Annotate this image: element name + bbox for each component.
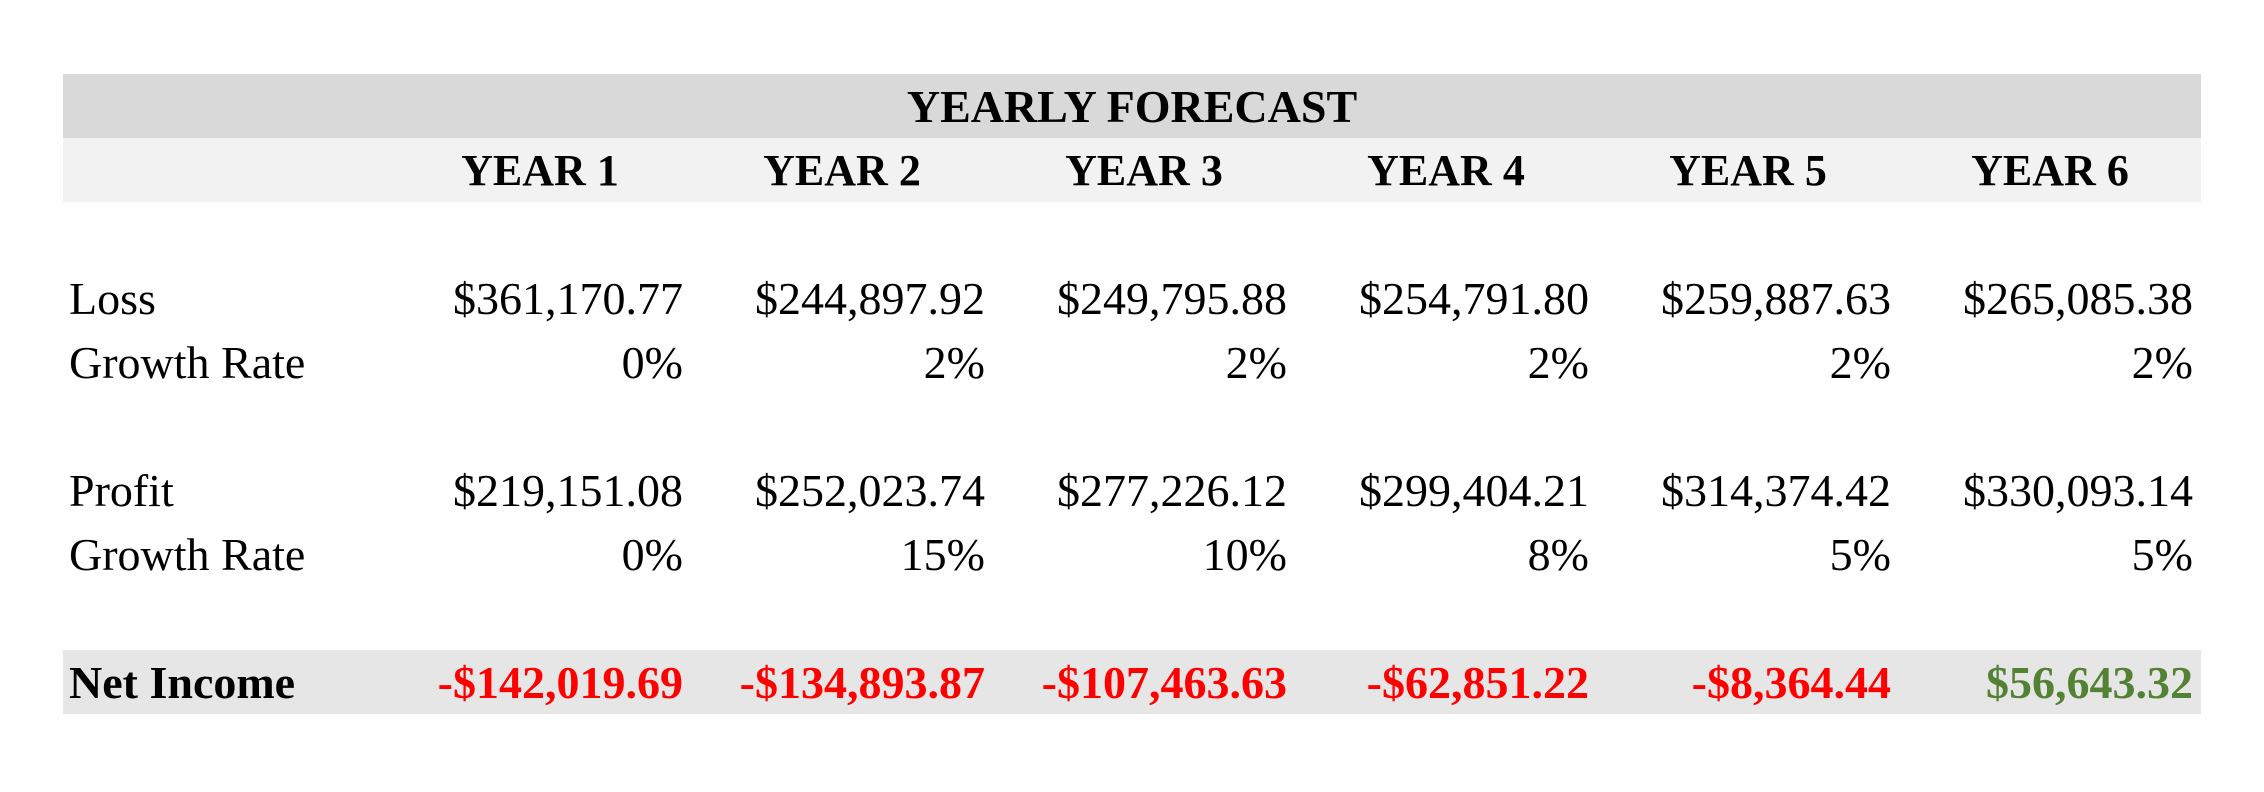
net-income-year-4: -$62,851.22 — [1366, 656, 1589, 708]
profit-year-2: $252,023.74 — [755, 464, 985, 516]
table-title: YEARLY FORECAST — [906, 80, 1358, 132]
loss-growth-year-3: 2% — [1225, 336, 1287, 388]
loss-growth-year-2: 2% — [923, 336, 985, 388]
loss-growth-row: Growth Rate 0% 2% 2% 2% 2% 2% — [63, 330, 2201, 394]
loss-growth-year-1: 0% — [621, 336, 683, 388]
loss-label: Loss — [69, 272, 156, 324]
blank-row — [63, 586, 2201, 650]
profit-growth-year-3: 10% — [1202, 528, 1287, 580]
profit-year-4: $299,404.21 — [1359, 464, 1589, 516]
profit-year-1: $219,151.08 — [453, 464, 683, 516]
profit-row: Profit $219,151.08 $252,023.74 $277,226.… — [63, 458, 2201, 522]
year-header-2: YEAR 2 — [763, 145, 921, 195]
year-header-5: YEAR 5 — [1669, 145, 1827, 195]
loss-year-6: $265,085.38 — [1963, 272, 2193, 324]
profit-growth-year-4: 8% — [1527, 528, 1589, 580]
year-header-1: YEAR 1 — [461, 145, 619, 195]
profit-year-5: $314,374.42 — [1661, 464, 1891, 516]
profit-growth-year-2: 15% — [900, 528, 985, 580]
table-title-row: YEARLY FORECAST — [63, 74, 2201, 138]
loss-row: Loss $361,170.77 $244,897.92 $249,795.88… — [63, 266, 2201, 330]
net-income-year-5: -$8,364.44 — [1691, 656, 1891, 708]
profit-label: Profit — [69, 464, 174, 516]
net-income-year-6: $56,643.32 — [1986, 656, 2193, 708]
loss-year-1: $361,170.77 — [453, 272, 683, 324]
profit-growth-label: Growth Rate — [69, 528, 306, 580]
year-header-row: YEAR 1 YEAR 2 YEAR 3 YEAR 4 YEAR 5 YEAR … — [63, 138, 2201, 202]
year-header-4: YEAR 4 — [1367, 145, 1525, 195]
loss-year-4: $254,791.80 — [1359, 272, 1589, 324]
loss-growth-year-6: 2% — [2131, 336, 2193, 388]
year-header-3: YEAR 3 — [1065, 145, 1223, 195]
loss-growth-label: Growth Rate — [69, 336, 306, 388]
profit-growth-year-5: 5% — [1829, 528, 1891, 580]
loss-growth-year-5: 2% — [1829, 336, 1891, 388]
year-header-6: YEAR 6 — [1971, 145, 2129, 195]
net-income-year-2: -$134,893.87 — [739, 656, 985, 708]
net-income-row: Net Income -$142,019.69 -$134,893.87 -$1… — [63, 650, 2201, 714]
net-income-label: Net Income — [69, 656, 296, 708]
loss-year-3: $249,795.88 — [1057, 272, 1287, 324]
profit-year-6: $330,093.14 — [1963, 464, 2193, 516]
blank-row — [63, 202, 2201, 266]
profit-growth-row: Growth Rate 0% 15% 10% 8% 5% 5% — [63, 522, 2201, 586]
loss-year-2: $244,897.92 — [755, 272, 985, 324]
profit-year-3: $277,226.12 — [1057, 464, 1287, 516]
loss-growth-year-4: 2% — [1527, 336, 1589, 388]
blank-row — [63, 394, 2201, 458]
profit-growth-year-1: 0% — [621, 528, 683, 580]
loss-year-5: $259,887.63 — [1661, 272, 1891, 324]
profit-growth-year-6: 5% — [2131, 528, 2193, 580]
net-income-year-1: -$142,019.69 — [437, 656, 683, 708]
forecast-table: YEARLY FORECAST YEAR 1 YEAR 2 YEAR 3 YEA… — [63, 74, 2201, 714]
net-income-year-3: -$107,463.63 — [1041, 656, 1287, 708]
